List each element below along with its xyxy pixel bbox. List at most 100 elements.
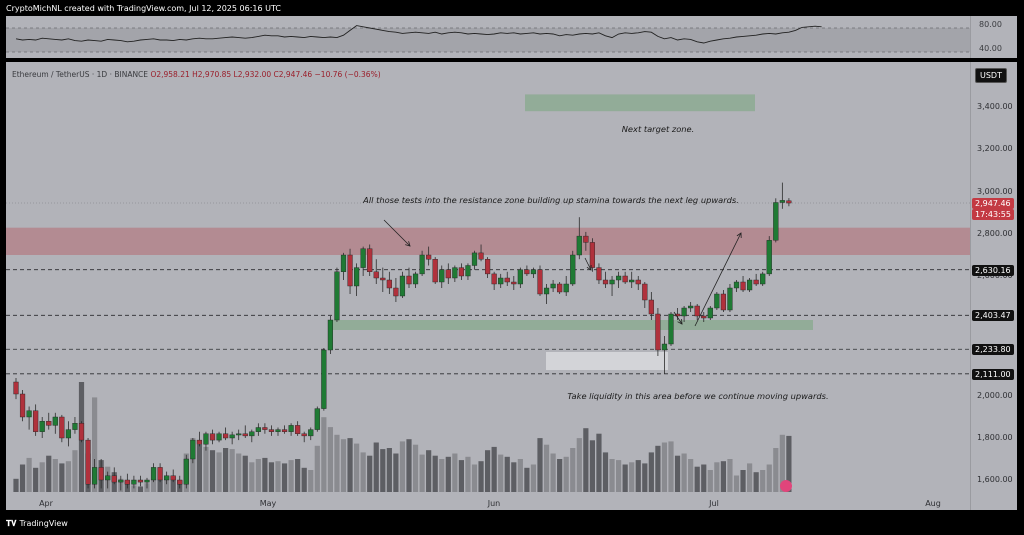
volume-bar xyxy=(681,453,687,492)
volume-bar xyxy=(629,462,635,492)
x-tick-aug: Aug xyxy=(925,499,941,508)
zone-liquidity xyxy=(546,352,668,370)
volume-bar xyxy=(354,443,360,492)
volume-bar xyxy=(786,435,792,492)
arrow-dip-head xyxy=(677,318,683,325)
symbol-legend[interactable]: Ethereum / TetherUS · 1D · BINANCE O2,95… xyxy=(12,70,381,79)
volume-bar xyxy=(46,455,52,492)
annotation-resistance: All those tests into the resistance zone… xyxy=(362,195,739,205)
arrow-breakout-head xyxy=(736,232,742,239)
volume-bar xyxy=(386,448,392,492)
candle-body xyxy=(190,439,196,460)
candle-body xyxy=(380,277,386,281)
candle-body xyxy=(419,254,425,275)
candle-body xyxy=(629,279,635,283)
volume-bar xyxy=(458,460,464,492)
candle-body xyxy=(760,273,766,285)
candle-body xyxy=(570,254,576,285)
main-chart-pane[interactable]: All those tests into the resistance zone… xyxy=(6,62,970,510)
candle-body xyxy=(511,281,517,285)
volume-bar xyxy=(367,455,373,492)
candle-body xyxy=(367,248,373,272)
volume-bar xyxy=(19,464,26,492)
oscillator-axis[interactable]: 80.00 40.00 xyxy=(970,16,1017,58)
candle-body xyxy=(668,313,674,345)
candle-body xyxy=(183,458,189,485)
volume-bar xyxy=(334,434,340,492)
candle-body xyxy=(733,281,740,289)
currency-badge[interactable]: USDT xyxy=(975,68,1007,83)
volume-bar xyxy=(648,452,654,492)
candle-body xyxy=(295,425,301,434)
arrow-breakout xyxy=(694,232,742,327)
candle-body xyxy=(334,271,340,321)
candle-body xyxy=(203,433,209,445)
volume-bar xyxy=(576,438,582,492)
candle-body xyxy=(609,279,615,285)
volume-bar xyxy=(635,460,641,492)
volume-bar xyxy=(733,475,740,492)
candle-body xyxy=(426,254,432,260)
candle-body xyxy=(406,275,412,285)
y-tick-label: 1,800.00 xyxy=(977,433,1013,442)
candle-body xyxy=(52,416,58,426)
candle-body xyxy=(576,235,582,256)
oscillator-tick-upper: 80.00 xyxy=(979,20,1002,29)
volume-bar xyxy=(550,453,556,492)
volume-bar xyxy=(150,478,157,492)
volume-bar xyxy=(452,453,458,492)
candle-body xyxy=(249,431,255,437)
candlestick-plot: All those tests into the resistance zone… xyxy=(6,94,970,508)
candle-body xyxy=(537,269,543,295)
candle-body xyxy=(616,275,622,281)
candle-body xyxy=(85,439,91,485)
volume-bar xyxy=(589,440,595,492)
volume-bar xyxy=(504,456,510,492)
candle-body xyxy=(452,267,458,279)
candle-body xyxy=(98,467,104,481)
oscillator-pane[interactable] xyxy=(6,16,970,58)
candle-body xyxy=(386,279,392,289)
ohlc-values: O2,958.21 H2,970.85 L2,932.00 C2,947.46 … xyxy=(150,70,381,79)
candle-body xyxy=(275,429,281,432)
candle-body xyxy=(583,235,589,243)
candle-body xyxy=(255,427,261,432)
candle-body xyxy=(648,299,654,315)
arrow-resistance-head xyxy=(405,241,411,247)
annotation-liquidity: Take liquidity in this area before we co… xyxy=(567,391,828,401)
candle-body xyxy=(19,393,26,418)
volume-bar xyxy=(393,453,399,492)
price-axis[interactable]: 3,400.003,200.003,000.002,800.002,600.00… xyxy=(970,62,1017,510)
volume-bar xyxy=(701,464,707,492)
volume-bar xyxy=(52,459,58,492)
candle-body xyxy=(46,421,52,426)
volume-bar xyxy=(327,427,333,492)
candle-body xyxy=(124,479,130,485)
chart-header: CryptoMichNL created with TradingView.co… xyxy=(6,4,281,13)
candle-body xyxy=(105,475,111,481)
volume-bar xyxy=(340,439,347,492)
volume-bar xyxy=(563,456,569,492)
candle-body xyxy=(786,200,792,204)
volume-bar xyxy=(583,428,589,492)
annotation-target: Next target zone. xyxy=(622,124,695,134)
candle-body xyxy=(340,254,347,272)
candle-body xyxy=(216,433,222,441)
volume-bar xyxy=(406,439,412,492)
tradingview-logo[interactable]: 𝐓𝐕 TradingView xyxy=(6,519,68,529)
volume-bar xyxy=(760,470,766,492)
candle-body xyxy=(655,313,661,351)
volume-bar xyxy=(655,445,661,492)
volume-bar xyxy=(602,452,609,492)
volume-bar xyxy=(301,467,307,492)
volume-bar xyxy=(236,453,242,492)
candle-body xyxy=(412,273,419,285)
candle-body xyxy=(157,467,163,481)
candle-body xyxy=(773,202,779,241)
volume-bar xyxy=(33,467,39,492)
volume-bar xyxy=(65,461,71,492)
volume-bar xyxy=(426,450,432,492)
volume-bar xyxy=(537,438,543,492)
candle-body xyxy=(59,416,65,439)
volume-bar xyxy=(223,448,229,492)
